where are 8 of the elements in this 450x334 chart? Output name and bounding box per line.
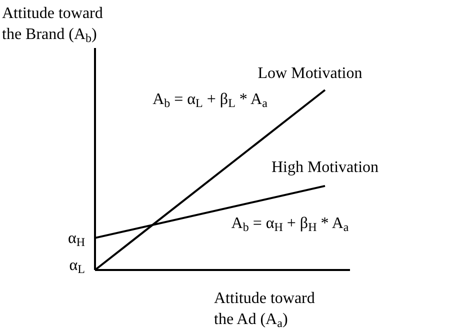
annotation: α$_{H}$ [68,230,86,249]
annotation: A$_{b}$ = α$_{H}$ + β$_{H}$ * A$_{a}$ [231,215,350,234]
y-axis-title: Attitude toward the Brand (A$_{b}$) [2,5,103,45]
annotation: α$_{L}$ [69,257,85,276]
annotation: A$_{b}$ = α$_{L}$ + β$_{L}$ * A$_{a}$ [152,91,268,110]
x-axis-title: Attitude toward the Ad (A$_{a}$) [214,290,315,330]
series-label: Low Motivation [258,65,362,82]
series-label: High Motivation [271,158,379,176]
